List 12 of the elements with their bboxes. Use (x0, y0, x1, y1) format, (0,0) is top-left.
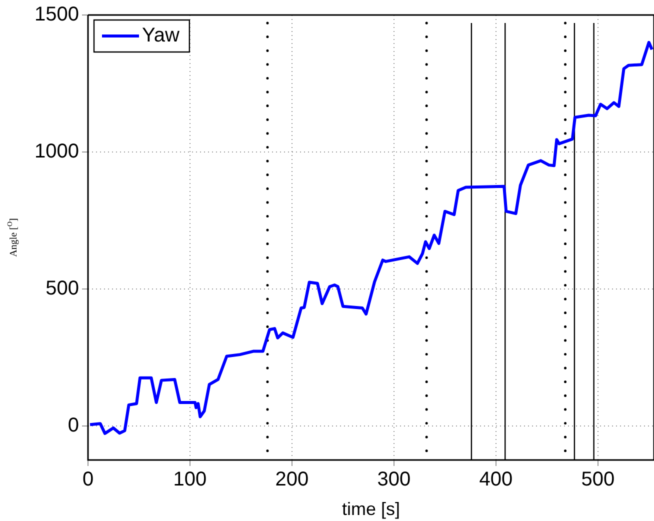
x-tick-label: 500 (581, 468, 615, 491)
x-tick-label: 0 (82, 468, 94, 491)
x-tick-label: 300 (377, 468, 411, 491)
x-tick-label: 100 (173, 468, 207, 491)
y-tick-label: 500 (46, 277, 79, 300)
y-tick-label: 1500 (34, 4, 79, 26)
x-axis-title: time [s] (342, 499, 400, 520)
x-tick-label: 400 (479, 468, 513, 491)
y-tick-label: 1000 (34, 140, 79, 162)
y-tick-label: 0 (68, 414, 79, 436)
x-tick-label: 200 (275, 468, 309, 491)
legend-label: Yaw (142, 24, 180, 47)
